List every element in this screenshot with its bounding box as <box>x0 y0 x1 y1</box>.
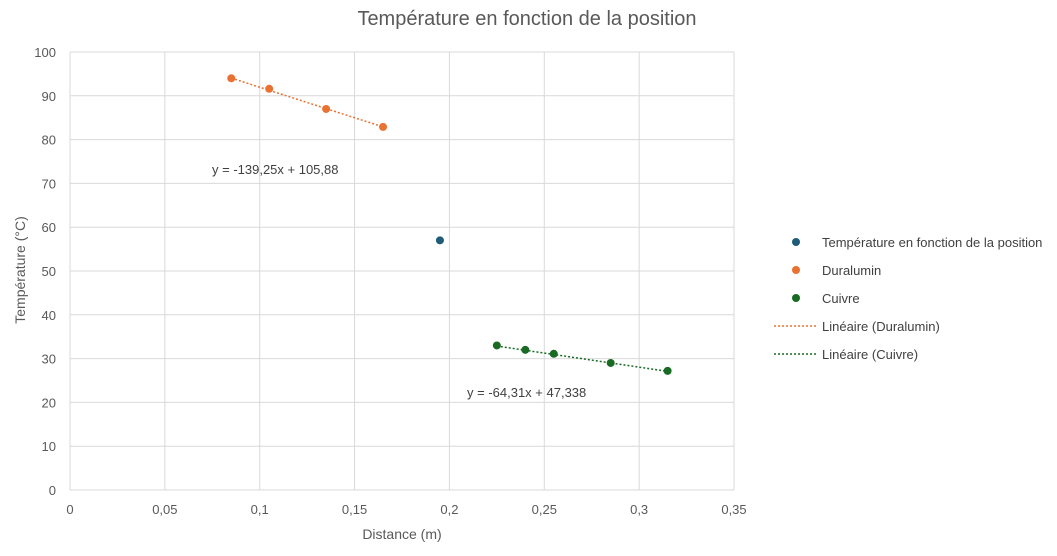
data-point-series-2 <box>265 84 274 93</box>
grid <box>69 51 735 491</box>
data-point-series-2 <box>322 104 331 113</box>
y-tick-label: 50 <box>42 264 56 279</box>
y-tick-label: 20 <box>42 395 56 410</box>
x-tick-label: 0,05 <box>152 502 177 517</box>
legend-label-duralumin: Duralumin <box>822 263 881 278</box>
legend-label-cuivre: Cuivre <box>822 291 860 306</box>
data-point-series-3 <box>663 366 672 375</box>
y-tick-labels: 0 10 20 30 40 50 60 70 80 90 100 <box>34 45 56 498</box>
legend-label-lineaire-cuivre: Linéaire (Cuivre) <box>822 347 918 362</box>
x-tick-label: 0,15 <box>342 502 367 517</box>
x-tick-label: 0,2 <box>440 502 458 517</box>
data-point-series-1 <box>435 236 444 245</box>
equation-duralumin: y = -139,25x + 105,88 <box>212 162 338 177</box>
x-tick-label: 0 <box>66 502 73 517</box>
x-tick-label: 0,3 <box>630 502 648 517</box>
x-tick-labels: 0 0,05 0,1 0,15 0,2 0,25 0,3 0,35 <box>66 502 746 517</box>
legend-label-lineaire-duralumin: Linéaire (Duralumin) <box>822 319 940 334</box>
x-tick-label: 0,35 <box>721 502 746 517</box>
legend-marker-series-1 <box>792 238 800 246</box>
data-point-series-3 <box>606 358 615 367</box>
trendline-duralumin <box>231 77 384 128</box>
y-tick-label: 80 <box>42 133 56 148</box>
data-point-series-3 <box>549 349 558 358</box>
legend-marker-cuivre <box>792 294 800 302</box>
x-tick-label: 0,1 <box>251 502 269 517</box>
data-point-series-2 <box>227 74 236 83</box>
y-axis-label: Température (°C) <box>12 216 28 324</box>
y-tick-label: 60 <box>42 220 56 235</box>
legend-marker-duralumin <box>792 266 800 274</box>
data-point-series-3 <box>521 345 530 354</box>
x-tick-label: 0,25 <box>532 502 557 517</box>
y-tick-label: 100 <box>34 45 56 60</box>
y-tick-label: 70 <box>42 176 56 191</box>
y-tick-label: 30 <box>42 352 56 367</box>
legend: Température en fonction de la position D… <box>774 235 1042 362</box>
y-tick-label: 0 <box>49 483 56 498</box>
y-tick-label: 90 <box>42 89 56 104</box>
legend-label-series-1: Température en fonction de la position <box>822 235 1042 250</box>
data-point-series-3 <box>492 341 501 350</box>
data-point-series-2 <box>379 122 388 131</box>
y-tick-label: 40 <box>42 308 56 323</box>
data-points <box>227 74 672 375</box>
chart-title: Température en fonction de la position <box>357 8 696 30</box>
equation-cuivre: y = -64,31x + 47,338 <box>467 385 586 400</box>
x-axis-label: Distance (m) <box>362 526 441 542</box>
y-tick-label: 10 <box>42 439 56 454</box>
